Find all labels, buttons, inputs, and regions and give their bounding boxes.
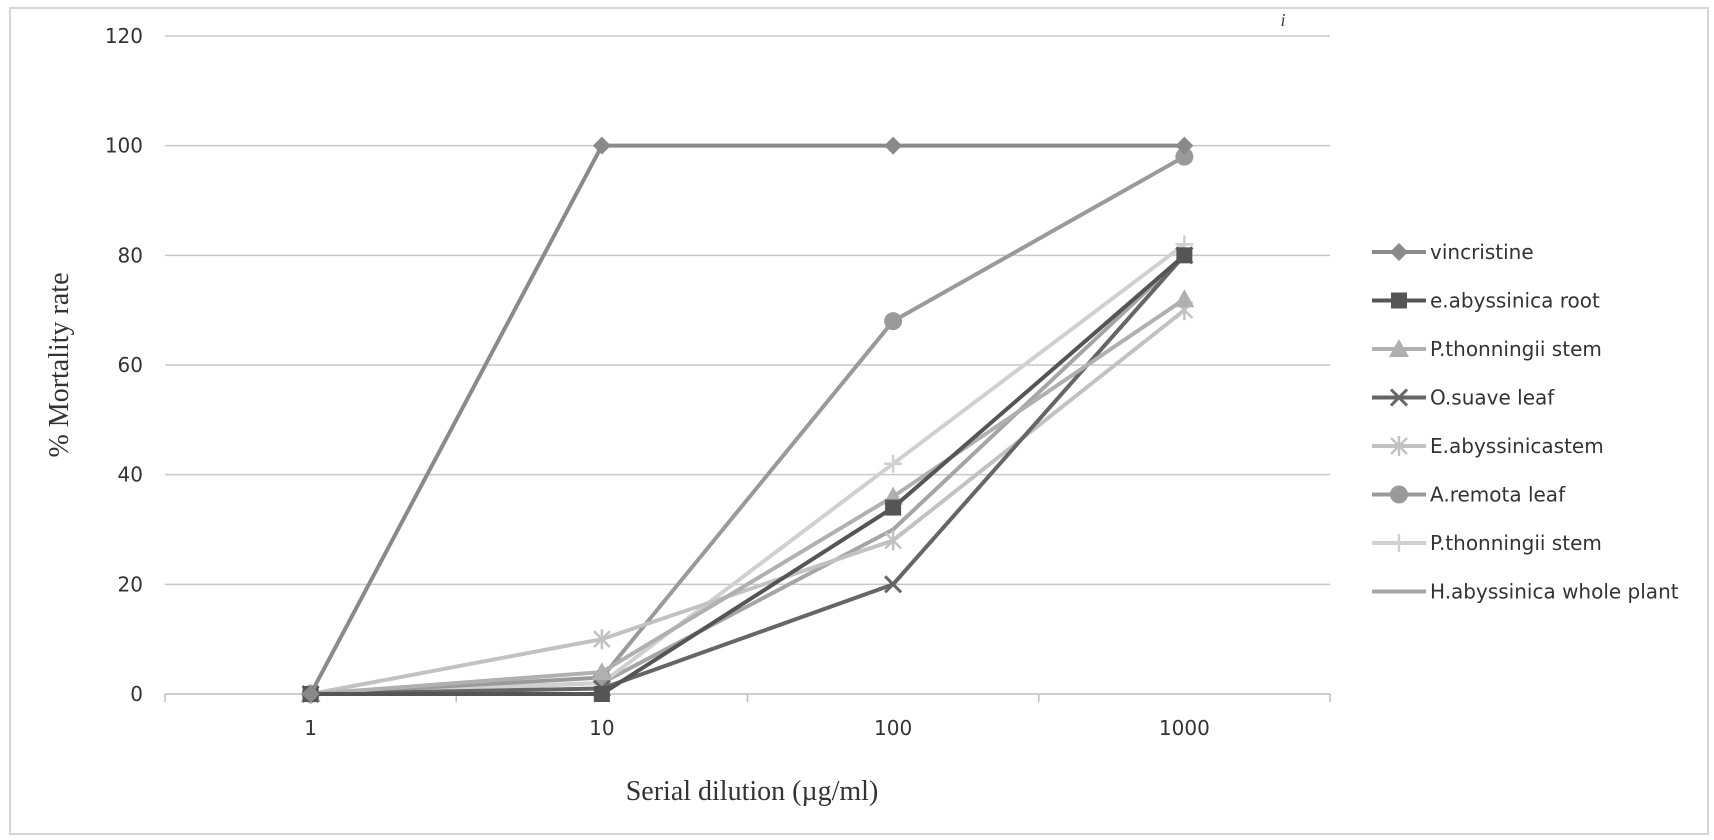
legend-item: vincristine bbox=[1372, 240, 1534, 264]
legend-marker bbox=[1390, 534, 1408, 552]
y-tick-label: 40 bbox=[118, 463, 143, 487]
legend-label: vincristine bbox=[1430, 240, 1534, 264]
y-tick-label: 120 bbox=[105, 24, 143, 48]
legend-item: E.abyssinicastem bbox=[1372, 434, 1604, 458]
data-point bbox=[592, 136, 611, 155]
legend-item: H.abyssinica whole plant bbox=[1372, 580, 1679, 604]
legend-item: e.abyssinica root bbox=[1372, 289, 1600, 313]
legend-label: e.abyssinica root bbox=[1430, 289, 1600, 313]
legend-item: P.thonningii stem bbox=[1372, 531, 1602, 555]
data-point bbox=[885, 499, 902, 516]
series-line bbox=[310, 242, 1186, 696]
legend-label: P.thonningii stem bbox=[1430, 531, 1602, 555]
legend-label: P.thonningii stem bbox=[1430, 337, 1602, 361]
y-tick-label: 100 bbox=[105, 134, 143, 158]
y-tick-label: 0 bbox=[130, 682, 143, 706]
data-point bbox=[301, 685, 320, 703]
x-tick-label: 1 bbox=[304, 716, 317, 740]
legend-label: A.remota leaf bbox=[1430, 483, 1566, 507]
legend-marker bbox=[1389, 388, 1409, 407]
legend-label: E.abyssinicastem bbox=[1430, 434, 1604, 458]
data-point bbox=[1176, 247, 1193, 264]
legend-marker bbox=[1391, 292, 1407, 309]
y-tick-label: 80 bbox=[118, 243, 143, 267]
x-tick-label: 1000 bbox=[1159, 716, 1210, 740]
series-lines bbox=[300, 136, 1195, 704]
y-tick-label: 60 bbox=[118, 353, 143, 377]
data-point bbox=[884, 312, 903, 331]
data-point bbox=[1174, 289, 1195, 308]
legend: vincristine e.abyssinica root P.thonningii… bbox=[1372, 240, 1679, 604]
data-point bbox=[884, 136, 903, 155]
corner-mark: i bbox=[1280, 10, 1285, 30]
series-line bbox=[310, 154, 1186, 696]
legend-label: O.suave leaf bbox=[1430, 386, 1555, 410]
data-point bbox=[884, 575, 903, 594]
x-tick-label: 100 bbox=[874, 716, 912, 740]
data-point bbox=[1175, 136, 1194, 155]
legend-marker bbox=[1390, 436, 1408, 456]
legend-item: O.suave leaf bbox=[1372, 386, 1555, 410]
data-point bbox=[1175, 147, 1194, 166]
series-line bbox=[310, 254, 1186, 696]
x-tick-label: 10 bbox=[589, 716, 614, 740]
data-point bbox=[884, 530, 903, 551]
legend-item: A.remota leaf bbox=[1372, 483, 1566, 507]
legend-marker bbox=[1390, 485, 1408, 504]
legend-marker bbox=[1389, 339, 1409, 357]
series-line bbox=[310, 253, 1186, 696]
data-point bbox=[593, 686, 610, 702]
series-1 bbox=[301, 136, 1194, 703]
legend-marker bbox=[1390, 243, 1408, 261]
series-line bbox=[308, 143, 1185, 695]
legend-item: P.thonningii stem bbox=[1372, 337, 1602, 361]
y-tick-label: 20 bbox=[118, 572, 143, 596]
data-point bbox=[592, 629, 611, 650]
data-point bbox=[884, 454, 903, 473]
data-point bbox=[591, 662, 612, 681]
series-line bbox=[310, 308, 1186, 696]
series-line bbox=[310, 297, 1186, 696]
x-axis-title: Serial dilution (µg/ml) bbox=[626, 776, 879, 807]
legend-label: H.abyssinica whole plant bbox=[1430, 580, 1679, 604]
y-axis-title: % Mortality rate bbox=[44, 272, 75, 457]
chart-frame bbox=[9, 7, 1709, 835]
